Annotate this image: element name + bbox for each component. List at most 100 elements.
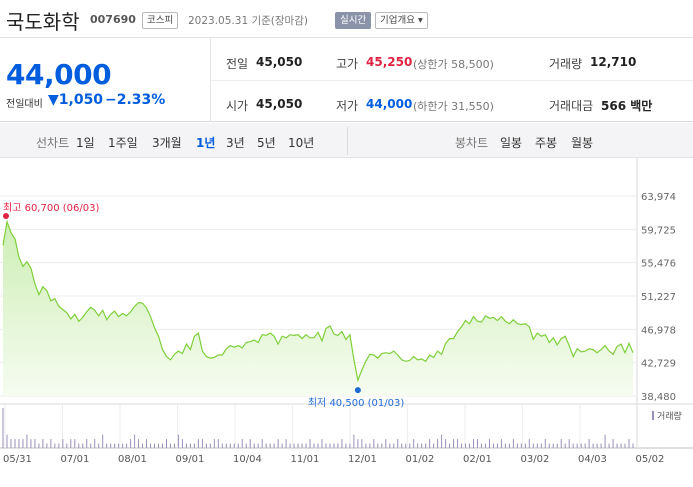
candle-chart-label: 봉차트 <box>455 136 489 150</box>
volume-bar <box>317 443 319 448</box>
volume-legend: 거래량 <box>657 410 682 422</box>
volume-bar <box>265 443 267 448</box>
volume-bar <box>158 443 160 448</box>
volume-bar <box>405 443 407 448</box>
y-tick-label: 46,978 <box>641 325 676 336</box>
volume-bar <box>154 443 156 448</box>
volume-bar <box>480 443 482 448</box>
price-line <box>2 219 634 383</box>
volume-bar <box>225 443 227 448</box>
x-tick-label: 02/01 <box>463 454 492 465</box>
stock-code: 007690 <box>90 13 136 26</box>
volume-bar <box>130 439 132 448</box>
x-tick-label: 08/01 <box>118 454 147 465</box>
volume-bar <box>592 443 594 448</box>
line-chart-label: 선차트 <box>36 136 70 150</box>
volume-bar <box>548 443 550 448</box>
volume-bar <box>74 439 76 448</box>
volume-bar <box>445 439 447 448</box>
volume-bar <box>273 443 275 448</box>
volume-bar <box>564 443 566 448</box>
volume-bar <box>473 439 475 448</box>
volume-bar <box>600 443 602 448</box>
volume-bar <box>213 439 215 448</box>
volume-bar <box>337 443 339 448</box>
volume-bar <box>297 443 299 448</box>
volume-bar <box>293 443 295 448</box>
company-overview-button[interactable]: 기업개요 ▾ <box>375 12 428 29</box>
y-tick-label: 51,227 <box>641 292 676 303</box>
x-tick-label: 01/02 <box>406 454 435 465</box>
volume-bar <box>181 439 183 448</box>
volume-bar <box>70 439 72 448</box>
volume-label: 거래량 <box>549 57 583 71</box>
x-tick-label: 04/03 <box>578 454 607 465</box>
volume-bar <box>34 439 36 448</box>
volume-bar <box>118 443 120 448</box>
volume-bar <box>385 439 387 448</box>
volume-bar <box>2 408 4 448</box>
x-tick-label: 10/04 <box>233 454 262 465</box>
period-1w[interactable]: 1주일 <box>108 136 138 150</box>
x-tick-label: 11/01 <box>291 454 320 465</box>
volume-bar <box>397 439 399 448</box>
x-tick-label: 09/01 <box>176 454 205 465</box>
candle-monthly[interactable]: 월봉 <box>571 136 594 150</box>
price-chart: 63,974 59,725 55,476 51,227 46,978 42,729 38,4… <box>0 158 693 487</box>
min-label: 최저 40,500 (01/03) <box>308 397 404 409</box>
divider <box>347 127 348 155</box>
candle-daily[interactable]: 일봉 <box>500 136 523 150</box>
volume-bar <box>488 439 490 448</box>
volume-value: 12,710 <box>590 55 637 69</box>
period-1y[interactable]: 1년 <box>196 136 216 150</box>
period-5y[interactable]: 5년 <box>257 136 276 150</box>
volume-bar <box>321 439 323 448</box>
volume-bar <box>560 439 562 448</box>
volume-bar <box>484 443 486 448</box>
high-label: 고가 <box>336 57 359 71</box>
volume-bar <box>309 439 311 448</box>
period-10y[interactable]: 10년 <box>288 136 315 150</box>
volume-bar <box>245 443 247 448</box>
volume-bar <box>620 443 622 448</box>
company-name: 국도화학 <box>6 10 80 34</box>
upper-limit: (상한가 58,500) <box>413 58 494 71</box>
volume-bar <box>532 443 534 448</box>
volume-bar <box>325 443 327 448</box>
volume-bar <box>94 439 96 448</box>
volume-bar <box>429 439 431 448</box>
prev-close-value: 45,050 <box>256 55 303 69</box>
volume-bar <box>616 443 618 448</box>
max-label: 최고 60,700 (06/03) <box>3 202 99 214</box>
volume-bar <box>26 434 28 448</box>
volume-bar <box>281 443 283 448</box>
volume-bar <box>441 434 443 448</box>
volume-bar <box>197 439 199 448</box>
period-3m[interactable]: 3개월 <box>152 136 182 150</box>
volume-bar <box>237 443 239 448</box>
volume-bar <box>54 443 56 448</box>
volume-bar <box>365 443 367 448</box>
volume-bar <box>520 443 522 448</box>
candle-weekly[interactable]: 주봉 <box>535 136 558 150</box>
period-3y[interactable]: 3년 <box>226 136 245 150</box>
lower-limit: (하한가 31,550) <box>413 100 494 113</box>
current-price: 44,000 <box>6 58 112 91</box>
market-badge: 코스피 <box>142 12 179 29</box>
volume-bar <box>540 443 542 448</box>
volume-bar <box>82 443 84 448</box>
volume-bar <box>333 443 335 448</box>
volume-bar <box>612 439 614 448</box>
volume-bar <box>401 443 403 448</box>
volume-bar <box>134 434 136 448</box>
open-label: 시가 <box>226 99 249 113</box>
realtime-button[interactable]: 실시간 <box>335 12 372 29</box>
period-bar <box>0 123 693 158</box>
period-1d[interactable]: 1일 <box>76 136 95 150</box>
volume-bar <box>249 439 251 448</box>
volume-bar <box>42 439 44 448</box>
volume-bar <box>58 443 60 448</box>
volume-bar <box>142 443 144 448</box>
volume-bar <box>285 439 287 448</box>
x-tick-label: 05/02 <box>636 454 665 465</box>
